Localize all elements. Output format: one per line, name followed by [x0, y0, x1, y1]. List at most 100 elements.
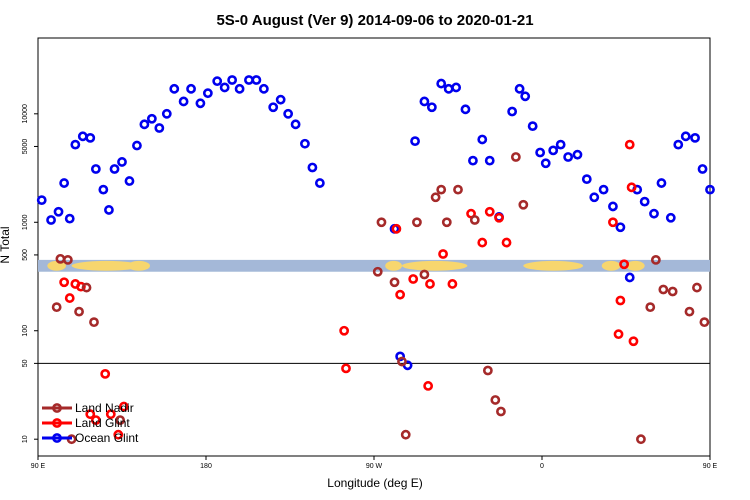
point-land-nadir	[650, 254, 661, 265]
point-land-glint	[628, 336, 639, 347]
point-ocean-glint	[426, 102, 437, 113]
point-ocean-glint	[283, 108, 294, 119]
point-ocean-glint	[419, 96, 430, 107]
point-ocean-glint	[59, 178, 70, 188]
point-land-nadir	[684, 306, 695, 317]
point-ocean-glint	[690, 132, 700, 143]
point-land-nadir	[372, 266, 383, 277]
point-ocean-glint	[227, 75, 238, 85]
point-ocean-glint	[202, 88, 213, 99]
point-land-glint	[477, 237, 488, 248]
map-band-land	[601, 260, 621, 271]
point-ocean-glint	[451, 82, 462, 93]
point-ocean-glint	[581, 174, 592, 185]
point-land-glint	[484, 206, 495, 217]
point-land-glint	[90, 415, 101, 425]
point-ocean-glint	[520, 91, 531, 102]
point-land-glint	[59, 277, 70, 288]
legend-marker-land-glint	[52, 418, 62, 428]
map-band-ocean	[38, 259, 710, 272]
point-land-nadir	[482, 365, 493, 376]
point-land-glint	[85, 409, 96, 420]
y-tick-label: 50	[22, 359, 29, 367]
point-ocean-glint	[64, 213, 75, 224]
point-ocean-glint	[484, 155, 495, 166]
point-ocean-glint	[90, 164, 101, 174]
point-ocean-glint	[46, 215, 56, 225]
point-ocean-glint	[53, 206, 64, 217]
map-band-land	[523, 260, 584, 271]
point-land-nadir	[699, 317, 710, 328]
point-ocean-glint	[649, 208, 659, 219]
point-land-glint	[613, 329, 624, 340]
point-land-nadir	[636, 434, 646, 445]
point-ocean-glint	[212, 76, 223, 87]
point-land-nadir	[81, 282, 92, 293]
point-ocean-glint	[268, 102, 279, 113]
point-land-nadir	[89, 317, 99, 328]
point-ocean-glint	[251, 75, 262, 85]
point-ocean-glint	[589, 192, 600, 203]
point-land-glint	[100, 368, 111, 379]
point-land-glint	[608, 217, 618, 228]
point-land-glint	[501, 237, 512, 248]
point-land-glint	[339, 325, 350, 336]
point-ocean-glint	[77, 131, 88, 142]
point-ocean-glint	[117, 157, 127, 167]
point-land-glint	[105, 409, 116, 420]
point-ocean-glint	[186, 83, 196, 94]
x-axis-label: Longitude (deg E)	[327, 476, 422, 490]
point-ocean-glint	[624, 272, 635, 283]
y-tick-label: 100	[22, 325, 29, 337]
point-land-glint	[64, 293, 75, 303]
point-land-glint	[408, 274, 419, 284]
point-ocean-glint	[104, 205, 114, 215]
point-land-glint	[423, 381, 434, 391]
point-land-nadir	[419, 269, 430, 280]
point-land-glint	[438, 249, 448, 259]
map-band-land	[71, 260, 141, 271]
point-land-nadir	[496, 406, 506, 417]
map-band	[38, 259, 710, 272]
point-land-glint	[624, 139, 635, 150]
point-ocean-glint	[98, 184, 109, 195]
y-axis-ticks: 10 50 100 500 1000 5000 10000	[22, 104, 38, 443]
y-tick-label: 5000	[22, 139, 29, 155]
point-ocean-glint	[507, 106, 518, 117]
point-ocean-glint	[697, 164, 708, 174]
map-band-land	[385, 260, 402, 271]
point-land-nadir	[490, 395, 501, 405]
point-ocean-glint	[477, 134, 488, 145]
point-ocean-glint	[139, 119, 150, 130]
point-ocean-glint	[598, 184, 609, 195]
x-axis-ticks: 90 E 180 90 W 0 90 E	[31, 456, 718, 470]
point-ocean-glint	[514, 83, 525, 94]
point-land-glint	[615, 295, 626, 306]
point-ocean-glint	[146, 113, 157, 124]
y-tick-label: 10000	[22, 104, 29, 124]
point-land-nadir	[412, 217, 422, 228]
y-tick-label: 500	[22, 249, 29, 261]
point-land-nadir	[441, 217, 452, 228]
point-ocean-glint	[161, 108, 172, 119]
point-ocean-glint	[540, 158, 551, 169]
point-land-glint	[619, 259, 630, 270]
point-land-nadir	[376, 217, 387, 228]
x-tick-label: 180	[200, 463, 212, 470]
point-land-glint	[391, 223, 402, 234]
point-land-nadir	[397, 356, 407, 367]
point-land-glint	[76, 281, 86, 292]
point-land-nadir	[667, 286, 678, 297]
point-ocean-glint	[468, 155, 478, 166]
point-ocean-glint	[410, 136, 420, 147]
point-ocean-glint	[36, 195, 47, 206]
point-ocean-glint	[219, 82, 230, 93]
y-axis-label: N Total	[0, 226, 12, 263]
point-ocean-glint	[275, 94, 286, 105]
point-ocean-glint	[314, 178, 325, 188]
x-tick-label: 0	[540, 463, 544, 470]
point-land-nadir	[518, 199, 529, 210]
point-land-nadir	[389, 277, 400, 288]
point-land-nadir	[436, 184, 447, 195]
